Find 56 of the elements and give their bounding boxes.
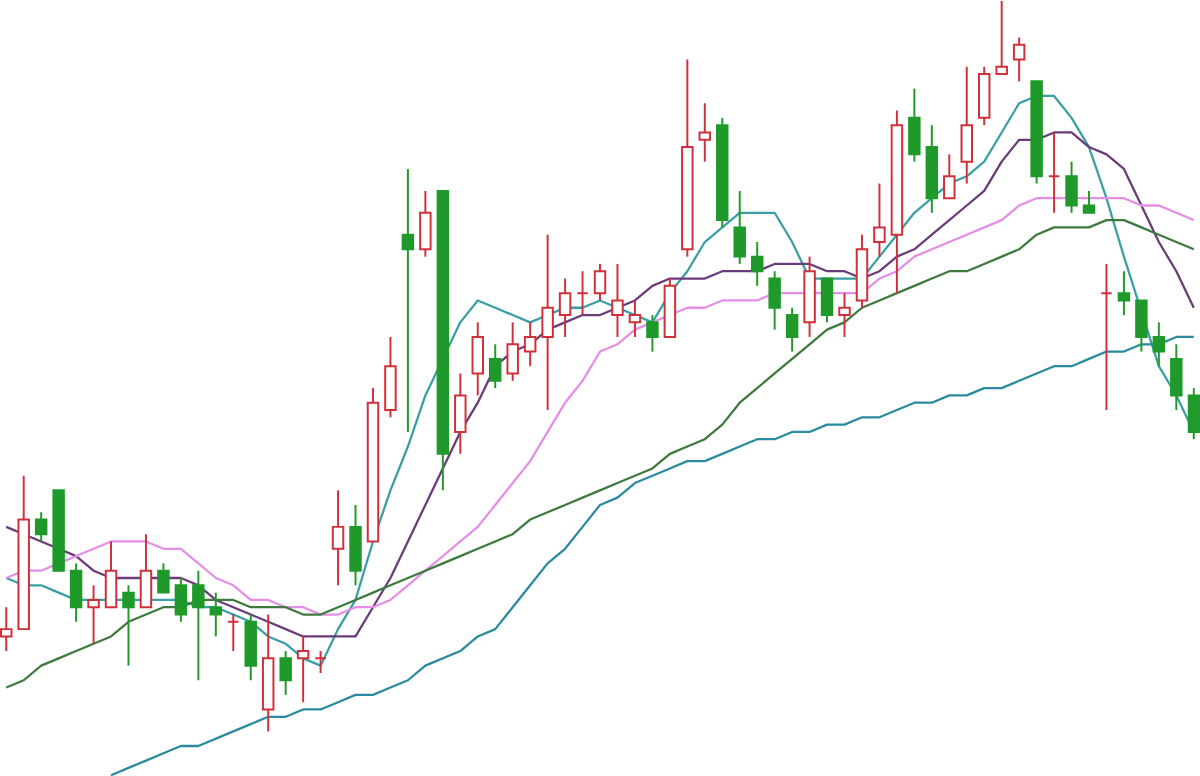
candlestick <box>1065 160 1078 214</box>
candlestick <box>34 511 48 543</box>
candlestick <box>314 649 327 674</box>
candlestick <box>209 591 223 638</box>
candlestick <box>995 0 1008 75</box>
candlestick <box>419 189 432 258</box>
candlestick <box>296 635 310 704</box>
candlestick <box>593 262 607 302</box>
candlestick <box>1047 131 1061 214</box>
candlestick <box>401 167 415 433</box>
candlestick <box>1082 189 1096 214</box>
candlestick <box>1012 36 1026 83</box>
candlestick <box>977 65 991 126</box>
candlestick <box>785 306 799 353</box>
candlestick <box>174 576 188 623</box>
candlestick <box>576 270 589 316</box>
candlestick <box>523 321 537 368</box>
candlestick <box>873 182 886 258</box>
candlestick <box>820 277 834 324</box>
candlestick <box>157 562 170 594</box>
candlestick <box>87 584 100 645</box>
candlestick <box>384 335 397 419</box>
candlestick <box>1187 386 1200 441</box>
candlestick <box>0 606 13 652</box>
candlestick <box>192 569 205 682</box>
candlestick <box>471 321 484 397</box>
candlestick <box>908 87 921 163</box>
candlestick <box>750 240 764 287</box>
candlestick <box>838 291 851 338</box>
candlestick <box>768 270 781 331</box>
candlestick <box>279 649 292 696</box>
candlestick <box>454 372 467 455</box>
candlestick <box>541 233 554 411</box>
candlestick <box>244 613 257 682</box>
candlestick <box>960 65 973 185</box>
candlestick <box>1170 343 1183 411</box>
candlestick <box>943 153 956 200</box>
candlestick <box>646 313 659 353</box>
candlestick <box>628 299 642 338</box>
candlestick <box>104 540 118 609</box>
candlestick <box>1117 270 1131 316</box>
candlestick <box>558 277 572 338</box>
candlestick <box>1100 262 1113 411</box>
candlestick <box>349 503 362 587</box>
candlestick <box>1152 321 1166 368</box>
candlestick <box>122 584 135 667</box>
candlestick <box>489 343 502 389</box>
candlestick <box>331 489 345 587</box>
candlestick <box>611 262 624 338</box>
candlestick <box>506 321 519 382</box>
candlestick <box>1135 299 1148 353</box>
candlestick <box>69 562 83 623</box>
candlestick <box>139 533 153 609</box>
candlestick <box>733 189 746 265</box>
candlestick <box>227 613 240 652</box>
candlestick <box>698 102 712 163</box>
